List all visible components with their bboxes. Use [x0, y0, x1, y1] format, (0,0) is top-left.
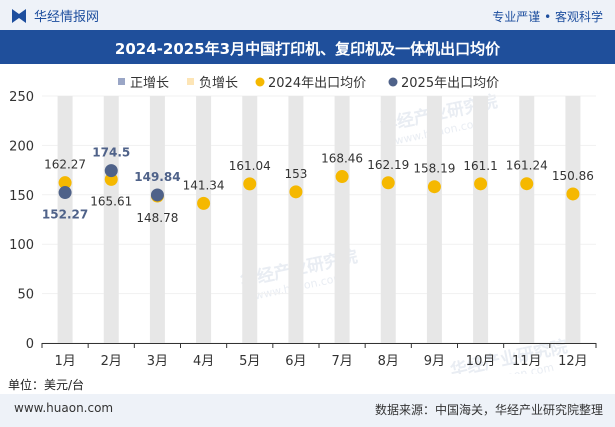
top-bar: 华经情报网 专业严谨 • 客观科学	[0, 0, 615, 31]
legend-item-4[interactable]: 2025年出口均价	[388, 76, 500, 91]
brand-name: 华经情报网	[34, 10, 100, 25]
bar	[57, 96, 73, 343]
x-tick-label: 6月	[285, 354, 306, 369]
x-tick-label: 12月	[558, 354, 588, 369]
point-2024	[197, 196, 211, 210]
legend-marker	[388, 77, 398, 87]
x-tick-label: 5月	[239, 354, 260, 369]
brand[interactable]: 华经情报网	[10, 6, 99, 25]
point-2024	[335, 170, 349, 184]
data-label-2025: 152.27	[42, 208, 88, 222]
x-tick-label: 1月	[54, 354, 75, 369]
bar	[103, 96, 119, 343]
data-label-2024: 161.04	[229, 159, 271, 173]
bars	[57, 96, 581, 343]
legend-label: 2025年出口均价	[401, 76, 499, 91]
legend-marker	[255, 77, 265, 87]
x-tick-label: 10月	[466, 354, 496, 369]
bar	[334, 96, 350, 343]
data-label-2024: 150.86	[552, 169, 594, 183]
x-tick-label: 9月	[424, 354, 445, 369]
point-2025	[104, 164, 118, 178]
legend-swatch	[187, 78, 194, 85]
y-tick-label: 0	[26, 337, 34, 352]
bar	[149, 96, 165, 343]
data-label-2024: 162.27	[44, 158, 86, 172]
legend-label: 正增长	[130, 76, 169, 91]
legend-label: 负增长	[199, 76, 238, 91]
x-axis: 1月 2月 3月 4月 5月 6月 7月 8月 9月 10月 11月 12月	[41, 343, 597, 369]
tagline: 专业严谨 • 客观科学	[492, 10, 603, 24]
legend-label: 2024年出口均价	[268, 76, 366, 91]
y-tick-label: 50	[17, 288, 34, 303]
footer-source: 数据来源：中国海关，华经产业研究院整理	[374, 403, 603, 417]
point-2025	[58, 186, 72, 200]
bar	[473, 96, 489, 343]
data-label-2024: 161.1	[463, 159, 497, 173]
y-tick-label: 100	[9, 238, 34, 253]
data-label-2024: 158.19	[413, 162, 455, 176]
title-bar: 2024-2025年3月中国打印机、复印机及一体机出口均价	[0, 30, 615, 64]
y-tick-label: 250	[9, 90, 34, 105]
data-label-2024: 141.34	[183, 178, 225, 192]
legend-item-1[interactable]: 正增长	[118, 76, 169, 91]
unit-label: 单位：美元/台	[8, 378, 85, 392]
chart: 华经产业研究院www.huaon.com华经产业研究院www.huaon.com…	[9, 76, 597, 374]
logo-icon	[12, 8, 26, 23]
point-2024	[520, 177, 534, 191]
footer: www.huaon.com 数据来源：中国海关，华经产业研究院整理	[0, 394, 615, 427]
data-label-2024: 165.61	[90, 194, 132, 208]
data-label-2024: 168.46	[321, 152, 363, 166]
y-tick-label: 200	[9, 139, 34, 154]
x-tick-label: 4月	[193, 354, 214, 369]
data-label-2024: 153	[284, 167, 307, 181]
bar	[519, 96, 535, 343]
bar	[288, 96, 304, 343]
y-tick-label: 150	[9, 189, 34, 204]
x-tick-label: 3月	[147, 354, 168, 369]
point-2025	[150, 188, 164, 202]
bar	[426, 96, 442, 343]
bar	[242, 96, 258, 343]
data-label-2024: 162.19	[367, 158, 409, 172]
legend-swatch	[118, 78, 125, 85]
point-2024	[566, 187, 580, 201]
chart-title: 2024-2025年3月中国打印机、复印机及一体机出口均价	[114, 40, 501, 58]
legend: 正增长 负增长 2024年出口均价 2025年出口均价	[118, 76, 499, 91]
data-label-2025: 149.84	[134, 170, 180, 184]
point-2024	[474, 177, 488, 191]
points	[58, 164, 580, 210]
bar	[196, 96, 212, 343]
footer-site[interactable]: www.huaon.com	[14, 401, 114, 415]
point-2024	[243, 177, 257, 191]
data-labels: 162.27 165.61 148.78 141.34 161.04 153 168.46 1…	[42, 146, 594, 225]
x-tick-label: 2月	[101, 354, 122, 369]
bar	[565, 96, 581, 343]
x-tick-label: 8月	[378, 354, 399, 369]
legend-item-2[interactable]: 负增长	[187, 76, 238, 91]
data-label-2025: 174.5	[92, 146, 130, 160]
bar	[380, 96, 396, 343]
data-label-2024: 148.78	[136, 211, 178, 225]
point-2024	[427, 180, 441, 194]
data-label-2024: 161.24	[506, 159, 548, 173]
point-2024	[289, 185, 303, 199]
x-tick-label: 7月	[331, 354, 352, 369]
point-2024	[381, 176, 395, 190]
point-2024	[58, 176, 72, 190]
x-tick-label: 11月	[512, 354, 542, 369]
legend-item-3[interactable]: 2024年出口均价	[255, 76, 367, 91]
